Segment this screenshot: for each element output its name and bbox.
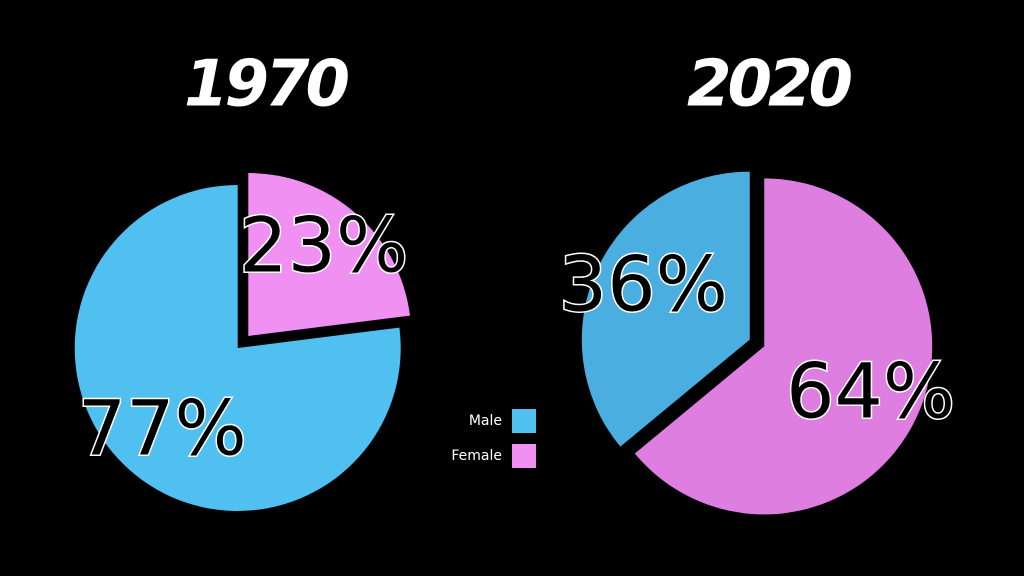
pie-slice [634, 178, 933, 515]
chart-title: 2020 [687, 48, 852, 122]
chart-title: 1970 [184, 48, 349, 122]
data-label: 77% [78, 384, 247, 473]
legend-swatch [512, 444, 536, 468]
pie-slice [581, 171, 750, 447]
legend-swatch [512, 409, 536, 433]
legend-label: Male [469, 413, 502, 429]
data-label: 36% [559, 240, 728, 329]
data-label: 64% [786, 346, 955, 435]
pie-slice [248, 172, 411, 336]
data-label: 23% [239, 200, 408, 289]
legend-label: Female [451, 448, 502, 464]
pie-slice [74, 185, 401, 512]
